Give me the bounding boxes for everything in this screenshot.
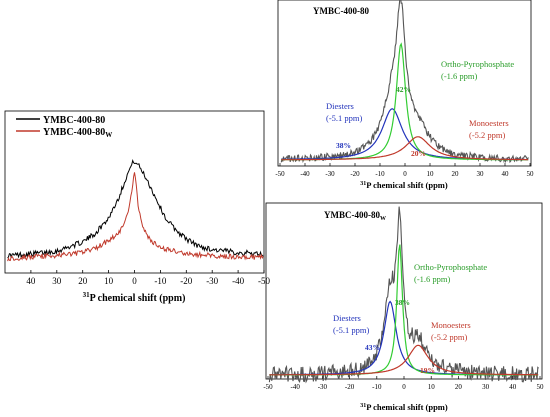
bottom-right-component-monoesters xyxy=(269,344,539,376)
bottom-right-tick-label: -10 xyxy=(372,383,382,391)
bottom-right-chart: -50 -40 -30 -20 -10 0 10 20 30 40 50 YMBC-400-80W … xyxy=(263,202,544,412)
series-line-1 xyxy=(7,159,264,260)
top-right-tick-label: 30 xyxy=(477,170,485,178)
left-tick-label: 0 xyxy=(132,276,137,286)
bottom-right-tick-label: 30 xyxy=(482,383,490,391)
legend: YMBC-400-80 YMBC-400-80W xyxy=(16,115,112,139)
series-line-2 xyxy=(7,172,264,262)
bottom-right-tick-label: -20 xyxy=(345,383,355,391)
top-right-tick-label: -20 xyxy=(350,170,360,178)
left-tick-label: -30 xyxy=(206,276,218,286)
left-tick-label: -50 xyxy=(258,276,270,286)
top-right-tick-label: -40 xyxy=(300,170,310,178)
br-diesters-label: Diesters xyxy=(333,313,361,323)
top-right-tick-label: -50 xyxy=(275,170,285,178)
bottom-right-tick-label: 10 xyxy=(428,383,436,391)
legend-label-2: YMBC-400-80W xyxy=(43,127,112,139)
left-x-axis-label: 31P chemical shift (ppm) xyxy=(83,291,186,304)
bottom-right-x-ticks: -50 -40 -30 -20 -10 0 10 20 30 40 50 xyxy=(263,376,544,391)
tr-ortho-label: Ortho-Pyrophosphate xyxy=(441,59,514,69)
br-ortho-shift: (-1.6 ppm) xyxy=(414,274,451,284)
legend-label-1: YMBC-400-80 xyxy=(43,115,105,126)
bottom-right-tick-label: 50 xyxy=(537,383,545,391)
br-ortho-percent: 38% xyxy=(395,298,410,307)
left-tick-label: -40 xyxy=(232,276,244,286)
left-x-ticks: 40 30 20 10 0 -10 -20 -30 -40 -50 xyxy=(26,270,270,286)
top-right-tick-label: 50 xyxy=(527,170,535,178)
bottom-right-tick-label: 40 xyxy=(509,383,517,391)
tr-monoesters-label: Monoesters xyxy=(469,118,509,128)
top-right-tick-label: -10 xyxy=(375,170,385,178)
left-tick-label: -20 xyxy=(180,276,192,286)
br-ortho-label: Ortho-Pyrophosphate xyxy=(414,262,487,272)
bottom-right-x-axis-label: 31P chemical shift (ppm) xyxy=(360,402,448,412)
br-monoesters-percent: 19% xyxy=(420,366,435,375)
br-monoesters-shift: (-5.2 ppm) xyxy=(431,332,468,342)
bottom-right-experimental-spectrum xyxy=(268,206,539,384)
br-diesters-percent: 43% xyxy=(365,343,380,352)
top-right-tick-label: 40 xyxy=(502,170,510,178)
top-right-tick-label: 10 xyxy=(427,170,435,178)
tr-monoesters-shift: (-5.2 ppm) xyxy=(469,130,506,140)
top-right-plot-frame xyxy=(277,0,532,167)
top-right-tick-label: -30 xyxy=(325,170,335,178)
br-diesters-shift: (-5.1 ppm) xyxy=(333,325,370,335)
top-right-tick-label: 0 xyxy=(403,170,407,178)
top-right-chart: -50 -40 -30 -20 -10 0 10 20 30 40 50 YMBC-400-80 O… xyxy=(275,0,534,190)
tr-diesters-shift: (-5.1 ppm) xyxy=(326,113,363,123)
br-monoesters-label: Monoesters xyxy=(431,320,471,330)
left-tick-label: 10 xyxy=(104,276,114,286)
left-curves xyxy=(7,159,264,262)
bottom-right-tick-label: -30 xyxy=(318,383,328,391)
left-chart: 40 30 20 10 0 -10 -20 -30 -40 -50 YMBC-400-80 YMB… xyxy=(4,110,270,304)
bottom-right-tick-label: 0 xyxy=(402,383,406,391)
bottom-right-title: YMBC-400-80W xyxy=(324,210,386,222)
top-right-title: YMBC-400-80 xyxy=(313,6,369,16)
tr-ortho-shift: (-1.6 ppm) xyxy=(441,71,478,81)
top-right-x-ticks: -50 -40 -30 -20 -10 0 10 20 30 40 50 xyxy=(275,163,534,178)
bottom-right-component-ortho-pyrophosphate xyxy=(269,244,539,376)
top-right-tick-label: 20 xyxy=(452,170,460,178)
bottom-right-tick-label: 20 xyxy=(455,383,463,391)
top-right-x-axis-label: 31P chemical shift (ppm) xyxy=(360,180,448,190)
bottom-right-curves xyxy=(268,206,539,384)
top-right-component-monoesters xyxy=(281,136,529,161)
left-tick-label: 40 xyxy=(26,276,36,286)
tr-ortho-percent: 42% xyxy=(396,85,411,94)
left-tick-label: 30 xyxy=(52,276,62,286)
bottom-right-tick-label: -50 xyxy=(263,383,273,391)
left-tick-label: 20 xyxy=(78,276,88,286)
tr-monoesters-percent: 20% xyxy=(411,149,426,158)
bottom-right-tick-label: -40 xyxy=(291,383,301,391)
tr-diesters-percent: 38% xyxy=(336,141,351,150)
left-tick-label: -10 xyxy=(154,276,166,286)
top-right-curves xyxy=(280,0,529,164)
tr-diesters-label: Diesters xyxy=(326,101,354,111)
